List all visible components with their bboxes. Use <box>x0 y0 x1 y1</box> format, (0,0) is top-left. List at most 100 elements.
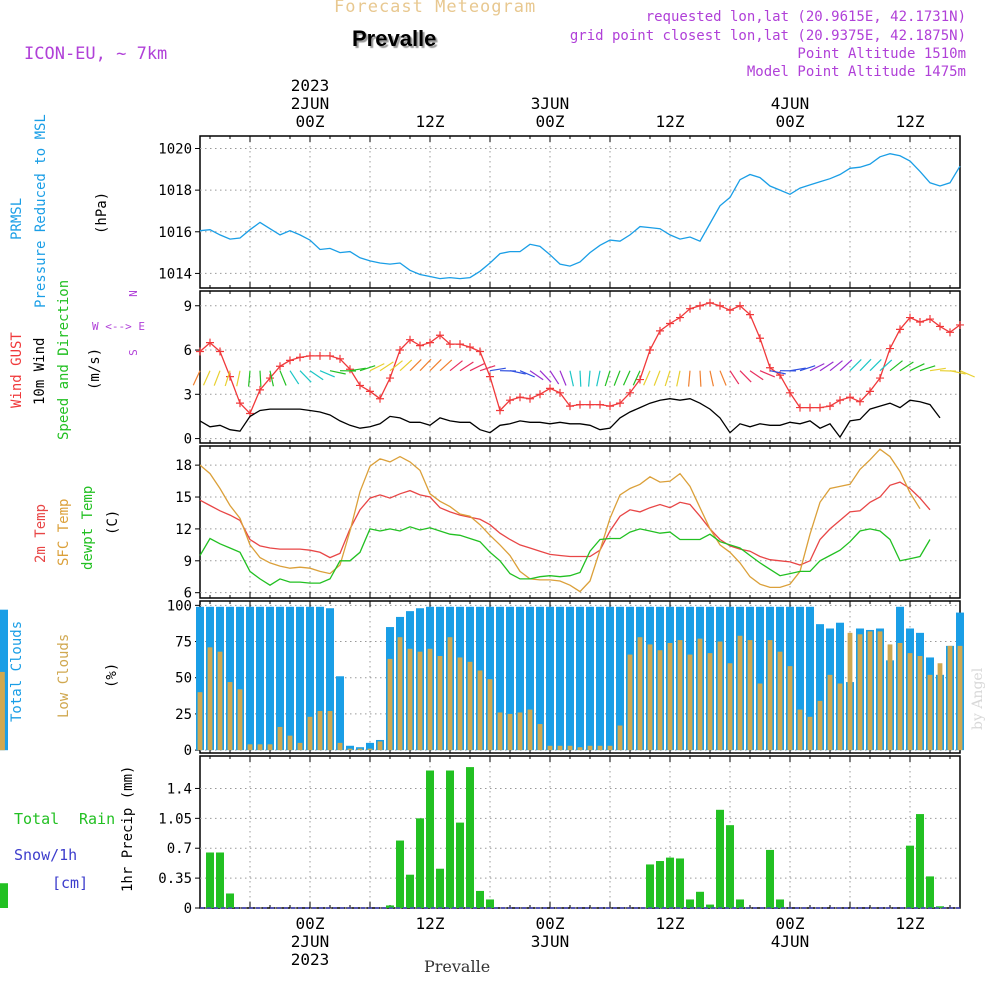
gust-marker <box>576 400 584 409</box>
wind-direction-arrow <box>489 367 506 372</box>
total-cloud-bar <box>236 606 244 751</box>
temperature-ytick-label: 9 <box>184 554 192 570</box>
wind-direction-arrow <box>224 370 231 387</box>
footer-location: Prevalle <box>424 957 491 976</box>
wind-direction-arrow <box>889 360 903 372</box>
gust-marker <box>606 402 614 411</box>
low-cloud-bar <box>717 641 723 751</box>
low-cloud-bar <box>757 683 763 751</box>
low-cloud-bar <box>657 650 663 751</box>
gust-marker <box>946 328 954 337</box>
rain-bar <box>216 852 224 908</box>
total-cloud-bar <box>266 606 274 751</box>
pressure-ytick-label: 1014 <box>158 266 192 282</box>
gust-marker <box>216 347 224 356</box>
top-time-label: 00Z <box>296 112 325 131</box>
low-cloud-bar <box>677 640 683 751</box>
gust-marker <box>926 315 934 324</box>
low-cloud-bar <box>527 709 533 751</box>
gust-marker <box>316 351 324 360</box>
wind-direction-arrow <box>569 370 574 387</box>
wind-speed-dir-label: Speed and Direction <box>56 279 72 440</box>
gust-marker <box>556 388 564 397</box>
low-cloud-bar <box>597 745 603 751</box>
rain-bar <box>656 861 664 908</box>
temperature-ytick-label: 18 <box>175 458 192 474</box>
total-cloud-bar <box>806 606 814 751</box>
wind-direction-arrow <box>379 361 394 372</box>
wind-direction-arrow <box>248 370 251 387</box>
precip-ytick-label: 0.35 <box>158 871 192 887</box>
gust-marker <box>536 390 544 399</box>
low-cloud-bar <box>497 712 503 751</box>
gust-marker <box>456 340 464 349</box>
rain-bar <box>766 849 774 908</box>
wind-direction-arrow <box>699 370 702 387</box>
low-cloud-bar <box>907 653 913 751</box>
gust-marker <box>736 301 744 310</box>
wind-direction-arrow <box>319 370 335 378</box>
top-time-label: 3JUN <box>531 94 570 113</box>
wind-direction-arrow <box>399 359 413 372</box>
rain-bar <box>406 874 414 908</box>
low-cloud-bar <box>277 726 283 751</box>
rain-bar <box>676 858 684 908</box>
gust-marker <box>426 338 434 347</box>
rain-bar <box>726 825 734 908</box>
wind-direction-arrow <box>643 370 651 386</box>
top-time-label: 12Z <box>656 112 685 131</box>
wind-direction-arrow <box>269 370 274 387</box>
wind-direction-arrow <box>829 360 843 372</box>
low-cloud-bar <box>867 631 873 751</box>
wind-direction-arrow <box>719 370 727 386</box>
wind-direction-arrow <box>769 370 786 375</box>
gust-marker <box>496 406 504 415</box>
wind-direction-arrow <box>859 358 872 372</box>
wind-direction-arrow <box>213 370 221 386</box>
wind-direction-arrow <box>289 370 300 385</box>
low-cloud-bar <box>567 745 573 751</box>
temperature-ytick-label: 12 <box>175 522 192 538</box>
compass-west-east: W <--> E <box>92 320 145 333</box>
point-altitude: Point Altitude 1510m <box>797 46 966 62</box>
temperature-panel-frame <box>199 445 961 599</box>
low-cloud-bar <box>817 700 823 751</box>
gust-marker <box>956 320 964 329</box>
gust-marker <box>336 354 344 363</box>
compass-north: N <box>126 290 140 297</box>
wind-direction-arrow <box>739 370 752 383</box>
gust-marker <box>296 353 304 362</box>
low-cloud-bar <box>797 709 803 751</box>
bottom-time-label: 2023 <box>291 950 330 969</box>
wind-ytick-label: 0 <box>184 432 192 448</box>
wind-direction-arrow <box>259 370 262 387</box>
total-cloud-bar <box>346 745 354 751</box>
total-cloud-bar <box>606 606 614 751</box>
low-cloud-bar <box>207 647 213 751</box>
bottom-time-label: 3JUN <box>531 932 570 951</box>
low-cloud-bar <box>407 648 413 751</box>
gust-marker <box>706 298 714 307</box>
bottom-time-label: 12Z <box>416 914 445 933</box>
gust-marker <box>366 387 374 396</box>
gust-marker <box>916 317 924 326</box>
low-cloud-bar <box>667 642 673 751</box>
clouds-ytick-label: 0 <box>184 743 192 759</box>
precip-panel-frame <box>199 755 961 909</box>
wind-direction-arrow <box>449 360 463 372</box>
gust-marker <box>756 334 764 343</box>
rain-bar <box>386 905 394 908</box>
low-cloud-bar <box>427 648 433 751</box>
wind-direction-arrow <box>879 359 893 372</box>
chart-title: Prevalle <box>352 26 437 51</box>
wind-direction-arrow <box>949 370 966 375</box>
wind-direction-arrow <box>529 370 544 381</box>
gust-marker <box>656 326 664 335</box>
total-cloud-bar <box>546 606 554 751</box>
gust-marker <box>526 394 534 403</box>
wind-direction-arrow <box>519 370 535 378</box>
clouds-ytick-label: 75 <box>175 635 192 651</box>
top-time-label: 2JUN <box>291 94 330 113</box>
pressure-series-line <box>199 153 961 280</box>
wind-direction-arrow <box>439 359 453 372</box>
